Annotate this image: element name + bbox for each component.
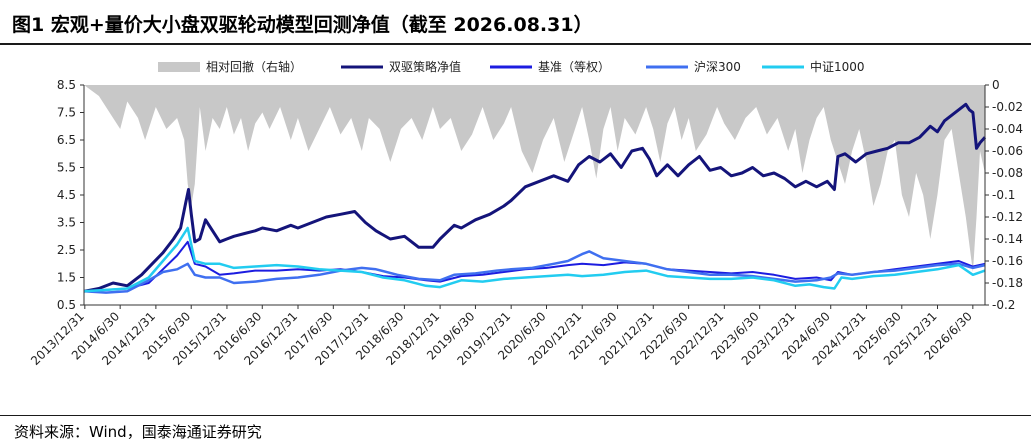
series-line-zz1000 xyxy=(83,226,986,293)
y-right-tick-label: -0.08 xyxy=(992,166,1023,180)
y-left-tick-label: 7.5 xyxy=(57,106,76,120)
legend-swatch-strategy xyxy=(341,65,383,69)
legend-swatch-hs300 xyxy=(646,65,688,69)
y-right-tick-label: -0.16 xyxy=(992,254,1023,268)
y-right-tick-label: -0.14 xyxy=(992,232,1023,246)
y-right-tick-label: -0.02 xyxy=(992,100,1023,114)
series-drawdown-area xyxy=(84,85,985,272)
y-right-tick-label: 0 xyxy=(992,78,1000,92)
y-right-tick-label: -0.18 xyxy=(992,276,1023,290)
y-right-tick-label: -0.2 xyxy=(992,298,1015,312)
y-left-tick-label: 3.5 xyxy=(57,216,76,230)
series-line-hs300 xyxy=(83,250,986,294)
series-line-strategy xyxy=(83,102,987,293)
legend-label-strategy: 双驱策略净值 xyxy=(389,59,461,74)
legend-swatch-drawdown xyxy=(158,62,200,72)
y-left-tick-label: 6.5 xyxy=(57,133,76,147)
legend-swatch-zz1000 xyxy=(762,65,804,69)
y-left-tick-label: 4.5 xyxy=(57,188,76,202)
y-right-tick-label: -0.12 xyxy=(992,210,1023,224)
legend-swatch-benchmark xyxy=(490,65,532,69)
y-left-tick-label: 2.5 xyxy=(57,243,76,257)
title-rule xyxy=(0,43,1031,45)
y-right-tick-label: -0.1 xyxy=(992,188,1015,202)
y-right-tick-label: -0.04 xyxy=(992,122,1023,136)
title-bar: 图1 宏观+量价大小盘双驱轮动模型回测净值（截至 2026.08.31） xyxy=(0,0,1031,45)
y-left-tick-label: 1.5 xyxy=(57,271,76,285)
chart-title: 图1 宏观+量价大小盘双驱轮动模型回测净值（截至 2026.08.31） xyxy=(12,14,593,36)
y-right-tick-label: -0.06 xyxy=(992,144,1023,158)
backtest-chart: 0.5 1.5 2.5 3.5 4.5 5.5 6.5 7.5 8.5 0 -0.02 -0.04 -0… xyxy=(28,59,1023,368)
y-left-tick-label: 0.5 xyxy=(57,298,76,312)
legend-label-hs300: 沪深300 xyxy=(694,60,741,74)
y-left-tick-label: 8.5 xyxy=(57,78,76,92)
source-note: 资料来源：Wind，国泰海通证券研究 xyxy=(14,423,262,441)
legend-label-zz1000: 中证1000 xyxy=(810,59,865,74)
y-left-tick-label: 5.5 xyxy=(57,161,76,175)
source-rule xyxy=(0,415,1031,416)
legend-label-benchmark: 基准（等权） xyxy=(538,60,610,74)
legend-label-drawdown: 相对回撤（右轴） xyxy=(206,59,302,74)
